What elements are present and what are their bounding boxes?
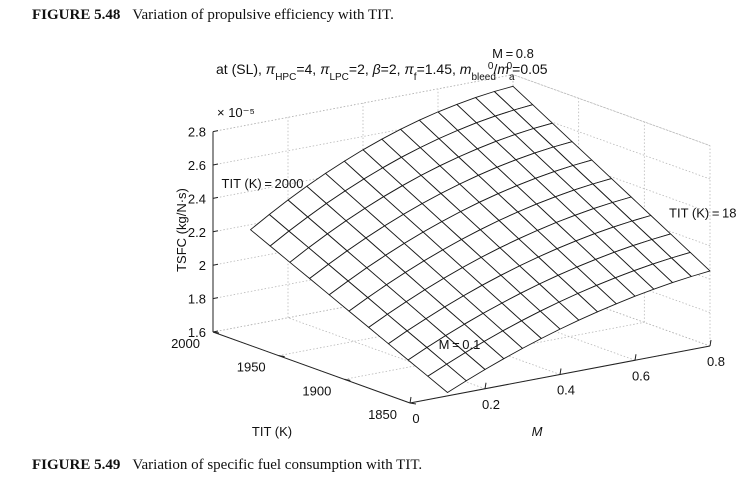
z-tick-label: 1.8 bbox=[188, 292, 206, 307]
title-part: HPC bbox=[275, 72, 296, 83]
x-tick bbox=[634, 354, 637, 361]
z-axis-title: TSFC (kg/N·s) bbox=[174, 188, 189, 272]
annotation-m01: M = 0.1 bbox=[439, 337, 481, 352]
z-tick bbox=[212, 196, 219, 199]
background-grid bbox=[212, 74, 711, 404]
x-tick-label: 0.2 bbox=[482, 397, 500, 412]
x-tick-label: 0.6 bbox=[632, 368, 650, 383]
figure-caption-bottom: FIGURE 5.49 Variation of specific fuel co… bbox=[32, 457, 422, 474]
y-tick-label: 1950 bbox=[237, 360, 266, 375]
grid-border bbox=[212, 74, 711, 146]
z-tick-label: 2.2 bbox=[188, 225, 206, 240]
title-part: 0 bbox=[507, 61, 513, 72]
title-part: / bbox=[493, 61, 497, 77]
title-part: f bbox=[414, 72, 417, 83]
z-tick bbox=[212, 230, 219, 233]
z-tick bbox=[212, 163, 219, 166]
x-tick-label: 0.4 bbox=[557, 383, 575, 398]
title-part: =4, bbox=[296, 61, 320, 77]
title-part: π bbox=[320, 61, 330, 77]
title-part: =2, bbox=[349, 61, 373, 77]
title-part: 0 bbox=[488, 61, 494, 72]
y-tick bbox=[278, 355, 285, 358]
x-tick bbox=[709, 339, 712, 347]
figure-caption-top: FIGURE 5.48 Variation of propulsive effic… bbox=[32, 7, 394, 24]
title-part: =0.05 bbox=[512, 61, 548, 77]
y-tick-label: 2000 bbox=[171, 336, 200, 351]
z-tick bbox=[212, 263, 219, 266]
z-tick-label: 2.4 bbox=[188, 191, 206, 206]
title-part: bleed bbox=[471, 72, 495, 83]
x-tick-label: 0 bbox=[412, 411, 419, 426]
caption-label: FIGURE 5.48 bbox=[32, 7, 121, 23]
annotation-m08: M = 0.8 bbox=[492, 46, 534, 61]
title-part: m bbox=[497, 61, 509, 77]
y-tick-label: 1900 bbox=[302, 383, 331, 398]
y-tick bbox=[212, 331, 220, 334]
surface-mesh bbox=[250, 85, 711, 393]
caption-text: Variation of specific fuel consumption w… bbox=[132, 457, 423, 473]
title-part: m bbox=[460, 61, 472, 77]
axis-labels: 1.6 1.8 2 2.2 2.4 2.6 2.8 0 0.2 0.4 0.6 0.8 1850 1900… bbox=[171, 46, 736, 439]
chart-title: at (SL), πHPC=4, πLPC=2, β=2, πf=1.45, m… bbox=[216, 61, 548, 83]
title-part: =2, bbox=[381, 61, 405, 77]
title-part: β bbox=[372, 61, 381, 77]
z-tick-label: 2 bbox=[199, 258, 206, 273]
title-part: =1.45, bbox=[417, 61, 460, 77]
title-part: π bbox=[404, 61, 414, 77]
x-tick bbox=[484, 382, 487, 389]
x-tick bbox=[559, 368, 562, 375]
caption-label: FIGURE 5.49 bbox=[32, 457, 121, 473]
z-tick bbox=[212, 130, 219, 133]
scale-factor-label: × 10⁻⁵ bbox=[217, 105, 255, 120]
surface-cell bbox=[427, 363, 467, 393]
annotation-tit2000: TIT (K) = 2000 bbox=[222, 176, 304, 191]
y-axis-title: TIT (K) bbox=[252, 424, 292, 439]
y-tick-label: 1850 bbox=[368, 407, 397, 422]
title-prefix: at (SL), bbox=[216, 61, 266, 77]
z-tick-label: 2.8 bbox=[188, 125, 206, 140]
axes bbox=[212, 130, 712, 405]
title-part: LPC bbox=[329, 72, 348, 83]
y-tick bbox=[409, 402, 417, 405]
title-part: a bbox=[509, 72, 515, 83]
title-part: π bbox=[266, 61, 276, 77]
z-tick-label: 1.6 bbox=[188, 325, 206, 340]
z-tick bbox=[212, 297, 219, 300]
x-tick bbox=[409, 396, 412, 404]
y-axis-line bbox=[212, 331, 411, 404]
x-tick-label: 0.8 bbox=[707, 354, 725, 369]
y-tick bbox=[344, 378, 351, 381]
caption-text: Variation of propulsive efficiency with … bbox=[132, 7, 394, 23]
z-tick-label: 2.6 bbox=[188, 158, 206, 173]
x-axis-title: M bbox=[532, 424, 543, 439]
annotation-tit1850: TIT (K) = 1850 bbox=[669, 205, 736, 220]
